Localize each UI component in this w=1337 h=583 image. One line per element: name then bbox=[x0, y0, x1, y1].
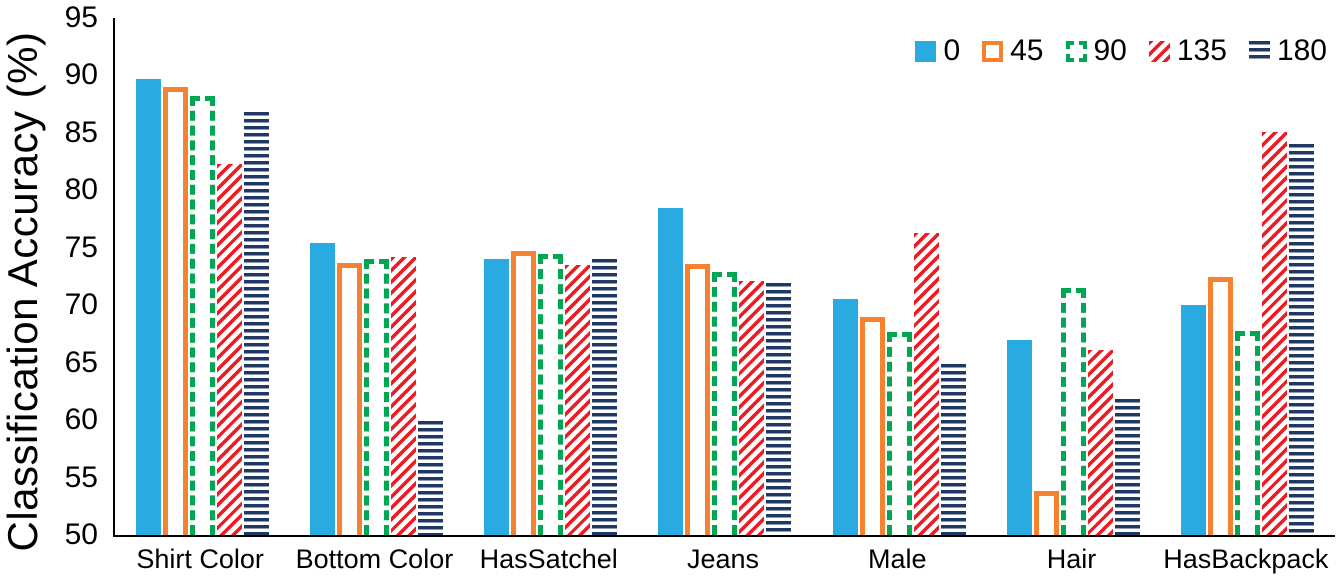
legend: 0 45 90 135 180 bbox=[915, 36, 1327, 66]
bar-group-hassatchel bbox=[464, 18, 638, 535]
legend-label-0: 0 bbox=[943, 34, 961, 67]
bar-group-male bbox=[812, 18, 986, 535]
legend-item-0: 0 bbox=[915, 36, 960, 66]
legend-label-180: 180 bbox=[1276, 34, 1327, 67]
bar-male-45 bbox=[859, 316, 885, 535]
y-tick-label-55: 55 bbox=[64, 460, 98, 494]
bar-hasbackpack-180 bbox=[1289, 144, 1315, 535]
x-category-label-hasbackpack: HasBackpack bbox=[1163, 544, 1329, 574]
bar-jeans-180 bbox=[766, 283, 792, 535]
bar-male-0 bbox=[832, 299, 858, 535]
legend-item-90: 90 bbox=[1065, 34, 1127, 67]
legend-label-45: 45 bbox=[1010, 34, 1044, 67]
y-tick-label-80: 80 bbox=[64, 173, 98, 207]
bar-group-bottom-color bbox=[289, 18, 463, 535]
legend-label-90: 90 bbox=[1093, 34, 1127, 67]
bar-group-shirt-color bbox=[115, 18, 289, 535]
y-tick-label-50: 50 bbox=[64, 518, 98, 551]
y-tick-label-65: 65 bbox=[64, 345, 98, 379]
bar-bottom-color-90 bbox=[363, 259, 389, 535]
legend-label-135: 135 bbox=[1176, 34, 1227, 67]
bar-shirt-color-135 bbox=[216, 163, 242, 535]
bar-hassatchel-0 bbox=[484, 259, 510, 535]
bar-hassatchel-45 bbox=[511, 251, 537, 535]
x-category-label-hassatchel: HasSatchel bbox=[479, 544, 618, 574]
y-tick-label-95: 95 bbox=[64, 1, 98, 34]
y-tick-label-70: 70 bbox=[64, 288, 98, 322]
x-category-label-jeans: Jeans bbox=[686, 544, 760, 574]
bar-bottom-color-135 bbox=[390, 256, 416, 535]
plot-area bbox=[113, 18, 1335, 537]
bar-hair-135 bbox=[1088, 350, 1114, 535]
bar-shirt-color-45 bbox=[162, 86, 188, 535]
bar-jeans-0 bbox=[658, 207, 684, 535]
bar-jeans-45 bbox=[685, 263, 711, 535]
legend-swatch-45-icon bbox=[982, 40, 1004, 62]
bar-hassatchel-180 bbox=[592, 259, 618, 535]
y-tick-label-75: 75 bbox=[64, 230, 98, 264]
bar-shirt-color-180 bbox=[243, 112, 269, 535]
bar-hasbackpack-45 bbox=[1208, 276, 1234, 535]
legend-swatch-135-icon bbox=[1148, 40, 1170, 62]
y-tick-label-85: 85 bbox=[64, 115, 98, 149]
bar-hair-180 bbox=[1115, 399, 1141, 535]
bar-bottom-color-45 bbox=[336, 262, 362, 535]
bar-shirt-color-0 bbox=[135, 78, 161, 535]
legend-swatch-180-icon bbox=[1248, 40, 1270, 62]
bar-hasbackpack-90 bbox=[1235, 330, 1261, 535]
legend-item-180: 180 bbox=[1248, 34, 1327, 67]
y-tick-label-60: 60 bbox=[64, 403, 98, 437]
y-tick-label-90: 90 bbox=[64, 58, 98, 92]
bar-hair-45 bbox=[1034, 491, 1060, 535]
x-category-label-male: Male bbox=[868, 544, 927, 574]
bar-bottom-color-180 bbox=[417, 421, 443, 535]
x-category-label-bottom-color: Bottom Color bbox=[295, 544, 454, 574]
bar-bottom-color-0 bbox=[309, 243, 335, 535]
bar-hassatchel-90 bbox=[538, 253, 564, 535]
bar-hasbackpack-0 bbox=[1181, 305, 1207, 535]
bar-hair-90 bbox=[1061, 288, 1087, 535]
bar-jeans-135 bbox=[739, 281, 765, 535]
legend-item-135: 135 bbox=[1148, 34, 1227, 67]
legend-swatch-90-icon bbox=[1065, 40, 1087, 62]
bar-shirt-color-90 bbox=[189, 96, 215, 535]
x-category-label-hair: Hair bbox=[1046, 544, 1097, 574]
x-category-label-shirt-color: Shirt Color bbox=[136, 544, 264, 574]
bar-hassatchel-135 bbox=[565, 265, 591, 535]
bar-group-hasbackpack bbox=[1161, 18, 1335, 535]
bar-hasbackpack-135 bbox=[1262, 131, 1288, 535]
bar-hair-0 bbox=[1007, 339, 1033, 535]
bar-male-180 bbox=[940, 363, 966, 535]
legend-item-45: 45 bbox=[982, 34, 1044, 67]
legend-swatch-0-icon bbox=[915, 40, 937, 62]
bar-group-jeans bbox=[638, 18, 812, 535]
bar-jeans-90 bbox=[712, 271, 738, 535]
x-axis-category-labels: Shirt Color Bottom Color HasSatchel Jeans Ma… bbox=[113, 544, 1333, 575]
bar-male-90 bbox=[886, 331, 912, 535]
bar-male-135 bbox=[913, 232, 939, 535]
bar-group-hair bbox=[986, 18, 1160, 535]
